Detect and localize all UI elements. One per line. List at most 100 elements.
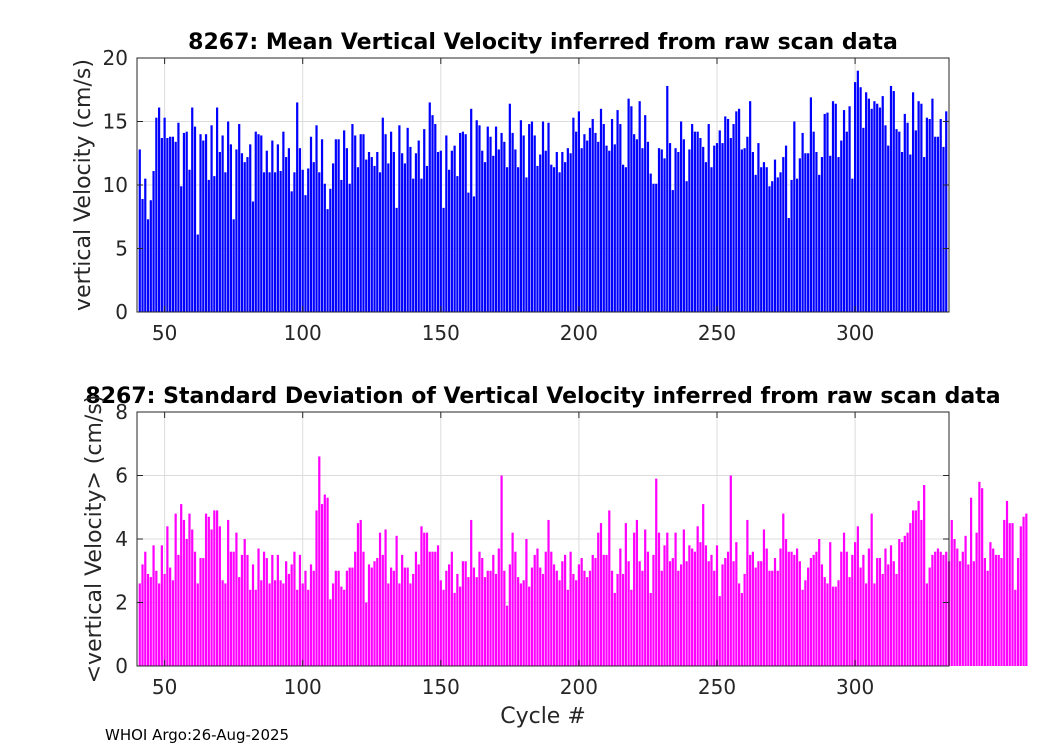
bar-cycle-60	[191, 107, 194, 312]
bar-cycle-78	[240, 554, 244, 667]
bar-cycle-98	[296, 102, 299, 312]
bar-cycle-268	[765, 548, 768, 666]
bar-cycle-232	[666, 532, 669, 666]
bar-cycle-311	[884, 548, 887, 666]
bar-cycle-144	[423, 532, 426, 666]
bar-cycle-128	[378, 172, 382, 312]
bar-cycle-68	[213, 176, 216, 312]
bar-cycle-174	[505, 167, 509, 312]
bar-cycle-74	[229, 144, 233, 312]
bar-cycle-131	[387, 163, 390, 312]
bar-cycle-328	[931, 98, 934, 312]
bar-cycle-77	[238, 577, 241, 666]
bar-cycle-286	[815, 151, 818, 312]
bar-cycle-356	[1008, 523, 1011, 667]
bar-cycle-101	[304, 570, 307, 666]
bar-cycle-151	[442, 589, 445, 666]
bar-cycle-48	[157, 583, 161, 666]
bar-cycle-139	[409, 146, 412, 312]
bar-cycle-47	[155, 117, 158, 312]
bar-cycle-174	[505, 605, 509, 666]
bar-cycle-214	[616, 573, 619, 666]
bar-cycle-211	[608, 150, 611, 312]
bar-cycle-193	[558, 172, 561, 312]
bar-cycle-117	[348, 183, 351, 312]
bar-cycle-199	[575, 580, 578, 666]
bar-cycle-106	[318, 456, 321, 666]
bar-cycle-346	[981, 488, 984, 666]
bar-cycle-267	[762, 162, 766, 312]
bar-cycle-72	[224, 583, 227, 666]
bar-cycle-225	[646, 551, 650, 666]
std-velocity-panel: 50 100 150 200 250 300 0 2 4 6 8 8267: Standard De…	[82, 384, 1028, 729]
y-tick-label-10: 10	[103, 173, 128, 197]
bar-cycle-179	[519, 120, 523, 312]
bar-cycle-175	[508, 564, 511, 666]
bar-cycle-44	[146, 573, 150, 666]
bar-cycle-245	[702, 146, 705, 312]
bar-cycle-232	[666, 85, 669, 312]
bar-cycle-206	[594, 558, 597, 666]
bar-cycle-109	[326, 209, 329, 312]
bar-cycle-76	[235, 149, 238, 312]
bar-cycle-353	[1000, 558, 1003, 666]
bar-cycle-258	[737, 583, 741, 666]
bar-cycle-280	[798, 561, 801, 666]
bar-cycle-235	[674, 148, 677, 312]
bar-cycle-317	[900, 542, 904, 666]
bar-cycle-331	[939, 551, 942, 666]
bar-cycle-322	[914, 510, 917, 666]
bar-cycle-218	[627, 98, 630, 312]
bar-cycle-220	[633, 134, 636, 312]
x-tick-label-150: 150	[422, 675, 460, 699]
bar-cycle-168	[489, 136, 492, 312]
bar-cycle-288	[820, 157, 824, 312]
bar-cycle-76	[235, 532, 238, 666]
bar-cycle-327	[928, 567, 931, 666]
bar-cycle-162	[472, 196, 476, 312]
bar-cycle-251	[718, 130, 721, 312]
y-tick-label-0: 0	[115, 654, 128, 678]
bar-cycle-265	[757, 561, 760, 666]
bar-cycle-113	[337, 139, 340, 312]
bar-cycle-132	[389, 131, 393, 312]
bar-cycle-236	[677, 570, 680, 666]
bar-cycle-91	[276, 144, 279, 312]
bar-cycle-67	[210, 125, 213, 312]
bar-cycle-252	[721, 564, 724, 666]
bar-cycle-231	[663, 545, 666, 666]
bar-cycle-249	[713, 570, 716, 666]
bar-cycle-154	[450, 150, 453, 312]
bar-cycle-124	[367, 151, 371, 312]
bar-cycle-100	[301, 583, 304, 666]
bar-cycle-361	[1022, 516, 1025, 666]
bar-cycle-61	[193, 126, 197, 312]
bar-cycle-169	[492, 554, 495, 667]
bar-cycle-48	[157, 107, 161, 312]
bar-cycle-254	[726, 118, 730, 313]
x-tick-label-300: 300	[836, 675, 874, 699]
bar-cycle-167	[486, 570, 489, 666]
bar-cycle-148	[434, 551, 437, 666]
bar-cycle-149	[436, 151, 440, 312]
bar-cycle-169	[492, 155, 495, 312]
bar-cycle-187	[541, 573, 545, 666]
bar-cycle-197	[569, 153, 572, 312]
bar-cycle-167	[486, 126, 489, 312]
bar-cycle-42	[141, 564, 144, 666]
bar-cycle-344	[975, 532, 978, 666]
bar-cycle-150	[439, 150, 442, 312]
bar-cycle-51	[166, 138, 169, 312]
bar-cycle-193	[558, 580, 561, 666]
bar-cycle-279	[795, 548, 799, 666]
bar-cycle-70	[218, 526, 221, 666]
bar-cycle-115	[343, 130, 346, 312]
bar-cycle-104	[312, 570, 315, 666]
bar-cycle-85	[260, 135, 263, 312]
bar-cycle-197	[569, 551, 572, 666]
bar-cycle-125	[370, 567, 373, 666]
bar-cycle-133	[392, 570, 395, 666]
bar-cycle-202	[583, 570, 586, 666]
bar-cycle-170	[494, 573, 498, 666]
bar-cycle-149	[436, 545, 440, 666]
